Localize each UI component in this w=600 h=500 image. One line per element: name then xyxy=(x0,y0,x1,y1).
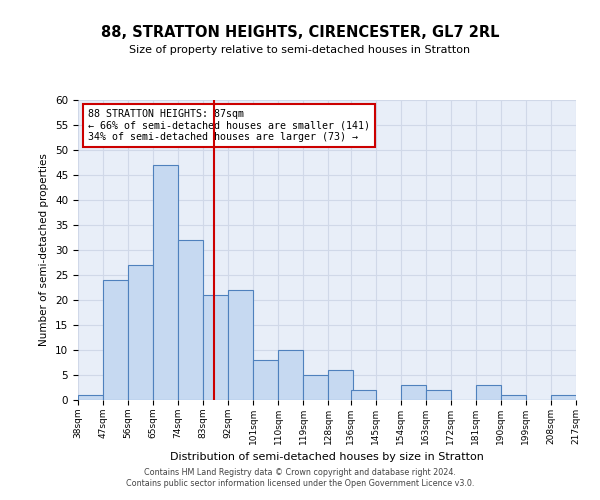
Bar xyxy=(426,390,451,400)
Bar xyxy=(153,165,178,400)
Bar xyxy=(228,290,253,400)
Text: 88 STRATTON HEIGHTS: 87sqm
← 66% of semi-detached houses are smaller (141)
34% o: 88 STRATTON HEIGHTS: 87sqm ← 66% of semi… xyxy=(88,109,370,142)
Bar xyxy=(78,395,103,400)
Bar xyxy=(178,240,203,400)
Bar xyxy=(401,385,426,400)
Bar xyxy=(328,370,353,400)
Text: Contains HM Land Registry data © Crown copyright and database right 2024.
Contai: Contains HM Land Registry data © Crown c… xyxy=(126,468,474,487)
Bar xyxy=(253,360,278,400)
Bar xyxy=(304,375,328,400)
X-axis label: Distribution of semi-detached houses by size in Stratton: Distribution of semi-detached houses by … xyxy=(170,452,484,462)
Bar xyxy=(103,280,128,400)
Text: Size of property relative to semi-detached houses in Stratton: Size of property relative to semi-detach… xyxy=(130,45,470,55)
Bar xyxy=(476,385,501,400)
Text: 88, STRATTON HEIGHTS, CIRENCESTER, GL7 2RL: 88, STRATTON HEIGHTS, CIRENCESTER, GL7 2… xyxy=(101,25,499,40)
Bar xyxy=(278,350,304,400)
Y-axis label: Number of semi-detached properties: Number of semi-detached properties xyxy=(40,154,49,346)
Bar xyxy=(203,295,228,400)
Bar xyxy=(350,390,376,400)
Bar xyxy=(128,265,153,400)
Bar xyxy=(501,395,526,400)
Bar xyxy=(551,395,576,400)
